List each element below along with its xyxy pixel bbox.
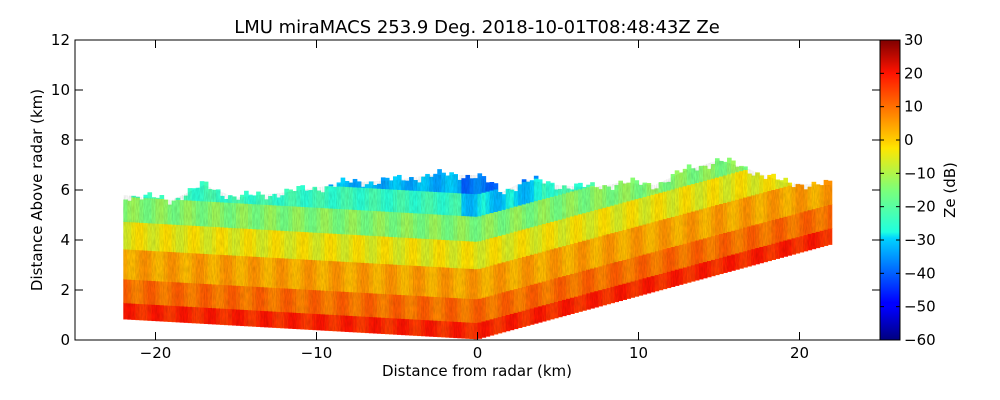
colorbar-tick-label: 0 <box>904 131 914 149</box>
colorbar-tick-label: 30 <box>904 31 923 49</box>
x-tick-label: 10 <box>629 344 648 362</box>
x-axis-label: Distance from radar (km) <box>382 362 572 380</box>
x-tick-label: −20 <box>140 344 172 362</box>
y-tick-label: 12 <box>51 31 70 49</box>
echo-cell <box>155 197 161 199</box>
y-tick-label: 0 <box>60 331 70 349</box>
echo-cell <box>783 177 789 187</box>
echo-cell <box>151 197 157 199</box>
colorbar-tick-label: −50 <box>904 298 936 316</box>
colorbar-tick-label: 10 <box>904 98 923 116</box>
colorbar-tick-label: 20 <box>904 64 923 82</box>
colorbar <box>879 39 901 341</box>
echo-cell <box>586 184 591 188</box>
echo-cell <box>590 182 595 187</box>
echo-cell <box>147 192 153 199</box>
colorbar-tick-label: −10 <box>904 164 936 182</box>
echo-cell <box>143 194 149 199</box>
x-tick-label: 20 <box>790 344 809 362</box>
y-tick-label: 4 <box>60 231 70 249</box>
colorbar-tick-label: −60 <box>904 331 936 349</box>
echo-cell <box>328 184 334 187</box>
y-tick-label: 8 <box>60 131 70 149</box>
echo-cell <box>340 177 346 187</box>
colorbar-tick-label: −30 <box>904 231 936 249</box>
echo-texture <box>123 160 832 339</box>
y-tick-label: 10 <box>51 81 70 99</box>
x-tick-label: −10 <box>301 344 333 362</box>
x-tick-label: 0 <box>473 344 483 362</box>
echo-cell <box>493 183 499 190</box>
colorbar-label: Ze (dB) <box>941 162 959 218</box>
y-axis-label: Distance Above radar (km) <box>28 89 46 291</box>
y-axis: 0 2 4 6 8 10 12 <box>51 31 880 349</box>
echo-cell <box>533 175 539 179</box>
echo-cell <box>521 179 527 182</box>
chart-title: LMU miraMACS 253.9 Deg. 2018-10-01T08:48… <box>234 17 720 38</box>
colorbar-tick-label: −20 <box>904 198 936 216</box>
colorbar-ticks: 30 20 10 0 −10 −20 −30 −40 −50 −60 <box>880 31 936 349</box>
echo-cell <box>159 195 165 200</box>
x-axis: −20 −10 0 10 20 <box>140 40 809 362</box>
y-tick-label: 6 <box>60 181 70 199</box>
y-tick-label: 2 <box>60 281 70 299</box>
echo-cell <box>578 182 583 190</box>
colorbar-tick-label: −40 <box>904 264 936 282</box>
